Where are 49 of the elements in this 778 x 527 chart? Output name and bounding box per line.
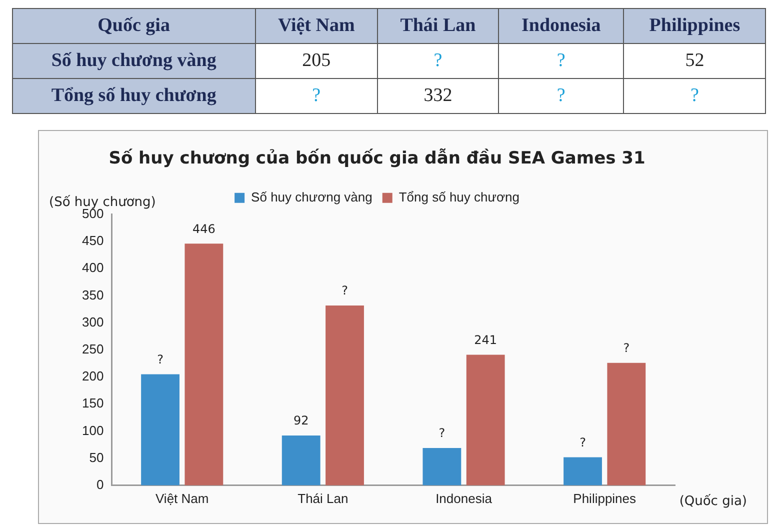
y-tick-label: 0 [96, 476, 104, 492]
legend-label: Tổng số huy chương [398, 189, 520, 204]
text: 205 [302, 50, 331, 71]
bar [564, 457, 602, 486]
text: ? [312, 85, 321, 106]
bar [282, 436, 320, 486]
y-tick-label: 400 [82, 260, 104, 276]
text: 332 [424, 85, 452, 106]
x-tick-label: Thái Lan [298, 490, 348, 506]
y-tick-label: 100 [82, 422, 104, 438]
y-tick-label: 450 [82, 233, 104, 248]
category-label: Indonesia [498, 8, 624, 44]
x-axis-title: (Quốc gia) [679, 494, 747, 509]
category-label: Thái Lan [378, 8, 498, 44]
category-label: Philippines [624, 8, 766, 44]
bar [184, 244, 224, 486]
data-label: ? [623, 341, 630, 356]
x-tick-label: Indonesia [436, 490, 493, 506]
y-tick-label: 350 [82, 287, 104, 302]
bar [422, 448, 462, 486]
text: ? [690, 85, 699, 106]
y-tick-label: 200 [82, 368, 104, 384]
data-label: ? [342, 284, 348, 298]
bar [607, 362, 646, 486]
text: ? [556, 50, 566, 71]
text: ? [556, 85, 566, 106]
y-tick-label: 300 [82, 314, 104, 330]
legend-label: Số huy chương vàng [251, 189, 372, 204]
data-label: 92 [293, 414, 309, 428]
x-tick-label: Việt Nam [155, 490, 209, 506]
chart-title: Số huy chương của bốn quốc gia dẫn đầu SEA Games 31 [108, 148, 646, 169]
text: 52 [685, 50, 704, 71]
bar [466, 354, 505, 486]
data-label: ? [580, 435, 586, 450]
x-tick-label: Philippines [573, 490, 637, 506]
category-label: Số huy chương vàng [51, 50, 216, 71]
data-label: ? [438, 426, 446, 440]
data-label: ? [157, 352, 164, 366]
bar [141, 374, 180, 486]
y-tick-label: 50 [89, 450, 104, 465]
data-label: 241 [474, 332, 498, 347]
y-tick-label: 150 [82, 396, 104, 411]
text: Quốc gia [12, 8, 256, 44]
data-label: 446 [192, 222, 216, 236]
category-label: Tổng số huy chương [51, 85, 216, 106]
y-tick-label: 250 [82, 341, 104, 356]
text: ? [434, 50, 442, 71]
bar [326, 305, 364, 486]
category-label: Việt Nam [255, 8, 378, 44]
